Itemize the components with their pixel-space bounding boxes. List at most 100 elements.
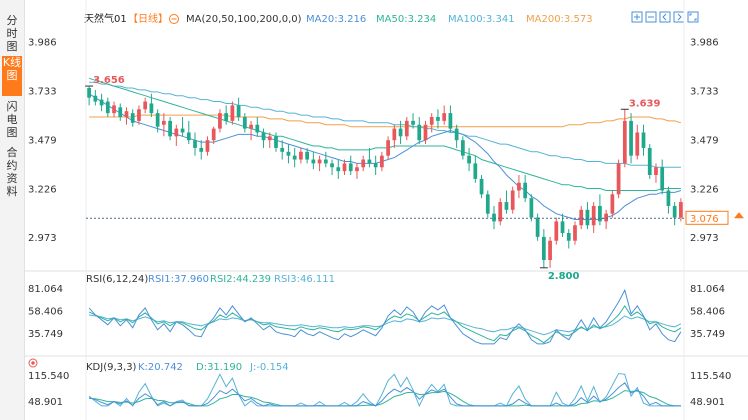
candle xyxy=(566,229,571,249)
price-tick-left: 3.986 xyxy=(28,37,57,48)
candle xyxy=(255,117,260,137)
candle-body xyxy=(174,128,179,137)
kdj-lines xyxy=(88,372,681,408)
candle xyxy=(523,175,528,203)
candles xyxy=(87,86,683,268)
price-tick-right: 3.986 xyxy=(690,37,719,48)
candle-body xyxy=(404,120,409,137)
candle xyxy=(205,136,210,156)
period-settings-icon[interactable] xyxy=(169,14,179,24)
candle xyxy=(317,155,322,172)
candle xyxy=(510,186,515,214)
candle xyxy=(367,147,372,168)
candle-body xyxy=(454,128,459,141)
indicator-tick-right: 115.540 xyxy=(690,371,731,382)
candle xyxy=(361,155,366,172)
rsi1-value: RSI1:37.960 xyxy=(148,274,209,285)
candle-body xyxy=(566,233,571,241)
candle-body xyxy=(622,120,627,164)
candle-body xyxy=(504,202,509,210)
kdj-label[interactable]: KDJ(9,3,3) xyxy=(86,362,137,373)
candle-body xyxy=(436,117,440,121)
candle-body xyxy=(591,205,596,226)
candle-body xyxy=(635,132,640,156)
kdj-k-line xyxy=(88,382,681,407)
candle xyxy=(423,120,428,145)
candle-body xyxy=(267,136,272,141)
rsi-lines xyxy=(88,288,682,345)
candle-body xyxy=(342,163,347,172)
candle-body xyxy=(585,209,590,226)
candle-body xyxy=(336,167,341,172)
rsi-label[interactable]: RSI(6,12,24) xyxy=(86,274,148,285)
candle xyxy=(616,159,621,199)
current-price-box xyxy=(685,210,729,225)
ma50-value: MA50:3.234 xyxy=(376,14,436,25)
candle-body xyxy=(380,155,384,168)
candle xyxy=(585,202,590,230)
candle-body xyxy=(274,136,278,148)
candle-body xyxy=(429,117,434,125)
kdj-settings-icon[interactable] xyxy=(28,358,38,368)
candle-body xyxy=(211,128,216,141)
price-chart[interactable]: 天然气01 【日线】 MA(20,50,100,200,0,0) MA20:3.… xyxy=(24,0,748,420)
candle xyxy=(629,113,633,164)
candle xyxy=(479,175,484,199)
candle xyxy=(448,105,453,133)
fullscreen-icon[interactable] xyxy=(687,11,699,23)
tab-contract-info[interactable]: 合约资料 xyxy=(6,146,18,198)
candle xyxy=(560,213,565,237)
kdj-k-value: K:20.742 xyxy=(138,362,183,373)
candle xyxy=(161,113,166,137)
candle xyxy=(261,128,266,148)
candle xyxy=(274,132,278,152)
candle xyxy=(417,117,422,145)
candle-body xyxy=(616,163,621,195)
candle-body xyxy=(654,167,658,175)
candle xyxy=(112,101,116,117)
candle xyxy=(467,147,471,172)
ma100-line xyxy=(89,81,681,168)
candle-body xyxy=(417,124,422,141)
ma100-value: MA100:3.341 xyxy=(448,14,515,25)
candle xyxy=(342,159,347,175)
candle xyxy=(286,144,291,164)
candle-body xyxy=(280,147,285,152)
zoom-out-icon[interactable] xyxy=(645,11,657,23)
candle-body xyxy=(373,163,378,168)
candle xyxy=(404,117,409,141)
candle xyxy=(168,117,172,141)
candle-body xyxy=(261,132,266,141)
candle xyxy=(218,109,222,133)
candle-body xyxy=(348,163,353,172)
candle-body xyxy=(541,236,546,261)
zoom-in-icon[interactable] xyxy=(631,11,643,23)
move-right-icon[interactable] xyxy=(673,11,685,23)
ma20-line xyxy=(88,93,682,220)
candle-body xyxy=(560,221,565,233)
candle xyxy=(429,113,434,133)
price-tick-right: 2.973 xyxy=(690,233,719,244)
candle-body xyxy=(672,205,677,218)
move-left-icon[interactable] xyxy=(659,11,671,23)
period-selector[interactable]: 【日线】 xyxy=(128,12,168,25)
price-tick-left: 3.479 xyxy=(28,135,57,146)
candle-body xyxy=(105,101,110,114)
candle xyxy=(311,151,316,170)
candle xyxy=(323,151,328,168)
candle-body xyxy=(554,221,559,241)
candle xyxy=(180,117,185,137)
tab-kline[interactable]: K线图 xyxy=(2,56,22,96)
candle xyxy=(124,107,129,125)
candle-body xyxy=(548,240,552,261)
candle-body xyxy=(355,167,359,172)
candle xyxy=(573,221,577,245)
candle-body xyxy=(292,155,297,160)
candle xyxy=(249,120,253,141)
candle xyxy=(193,132,197,156)
ma-label[interactable]: MA(20,50,100,200,0,0) xyxy=(186,14,302,25)
tab-lightning[interactable]: 闪电图 xyxy=(6,100,18,139)
ma50-line xyxy=(88,77,681,191)
candle-body xyxy=(473,163,478,179)
tab-timeshare[interactable]: 分时图 xyxy=(6,14,18,53)
